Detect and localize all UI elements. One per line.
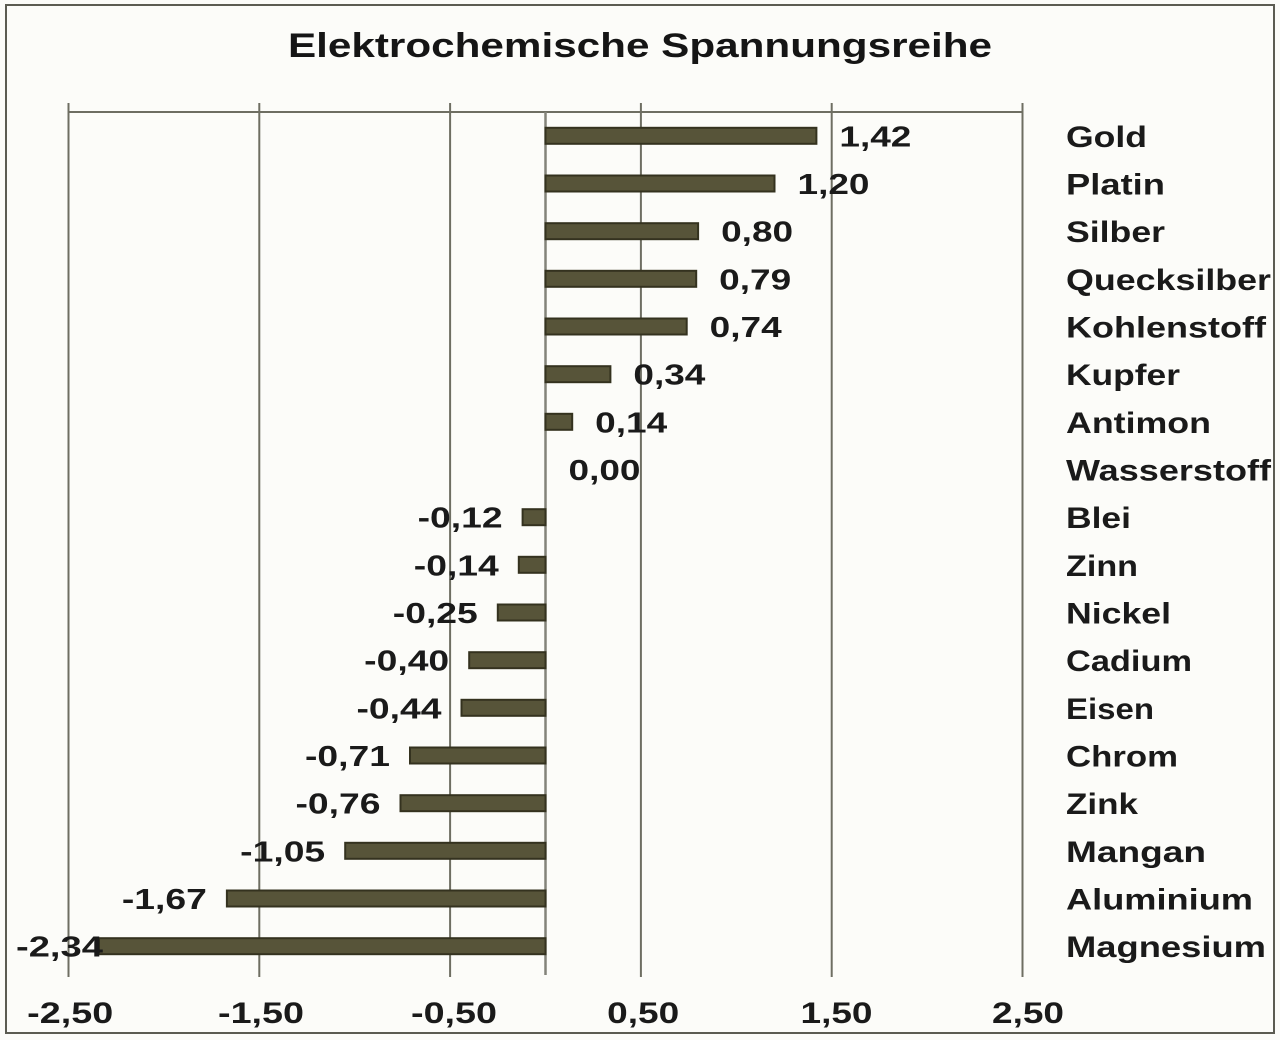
svg-text:Kupfer: Kupfer: [1066, 359, 1180, 392]
svg-text:Cadium: Cadium: [1066, 645, 1192, 678]
svg-text:-0,12: -0,12: [418, 503, 503, 535]
svg-text:Silber: Silber: [1066, 216, 1165, 249]
svg-text:Mangan: Mangan: [1066, 836, 1206, 869]
svg-text:-1,67: -1,67: [122, 884, 207, 916]
svg-text:Zinn: Zinn: [1066, 550, 1138, 583]
svg-text:Quecksilber: Quecksilber: [1066, 264, 1271, 297]
svg-text:0,74: 0,74: [710, 312, 782, 344]
svg-text:1,42: 1,42: [839, 121, 911, 153]
svg-text:0,34: 0,34: [633, 360, 705, 392]
svg-text:Kohlenstoff: Kohlenstoff: [1066, 312, 1267, 345]
svg-text:0,14: 0,14: [595, 407, 667, 439]
svg-text:0,79: 0,79: [719, 264, 791, 296]
svg-text:-1,05: -1,05: [240, 836, 325, 868]
svg-text:-0,44: -0,44: [357, 693, 442, 725]
svg-text:-1,50: -1,50: [218, 997, 304, 1030]
svg-text:-0,50: -0,50: [411, 997, 497, 1030]
svg-text:-0,25: -0,25: [393, 598, 478, 630]
svg-text:-0,76: -0,76: [296, 789, 381, 821]
svg-text:Elektrochemische Spannungsreih: Elektrochemische Spannungsreihe: [288, 27, 992, 65]
svg-text:0,50: 0,50: [607, 997, 679, 1030]
svg-text:1,20: 1,20: [798, 169, 870, 201]
svg-text:Eisen: Eisen: [1066, 693, 1154, 726]
svg-text:Antimon: Antimon: [1066, 407, 1211, 440]
svg-text:Platin: Platin: [1066, 169, 1165, 202]
svg-text:-0,71: -0,71: [305, 741, 390, 773]
svg-text:-2,34: -2,34: [16, 932, 103, 964]
svg-text:Gold: Gold: [1066, 121, 1147, 154]
svg-text:Zink: Zink: [1066, 788, 1138, 821]
svg-text:-0,14: -0,14: [414, 550, 499, 582]
svg-text:-2,50: -2,50: [27, 997, 113, 1030]
svg-text:0,80: 0,80: [721, 217, 793, 249]
svg-text:Aluminium: Aluminium: [1066, 884, 1253, 917]
svg-text:Magnesium: Magnesium: [1066, 931, 1266, 964]
svg-text:2,50: 2,50: [992, 997, 1064, 1030]
svg-text:Chrom: Chrom: [1066, 741, 1178, 774]
svg-text:Blei: Blei: [1066, 502, 1131, 535]
svg-text:Wasserstoff: Wasserstoff: [1066, 455, 1272, 488]
svg-text:0,00: 0,00: [569, 455, 641, 487]
svg-text:Nickel: Nickel: [1066, 598, 1171, 631]
svg-text:1,50: 1,50: [801, 997, 873, 1030]
svg-text:-0,40: -0,40: [364, 646, 449, 678]
